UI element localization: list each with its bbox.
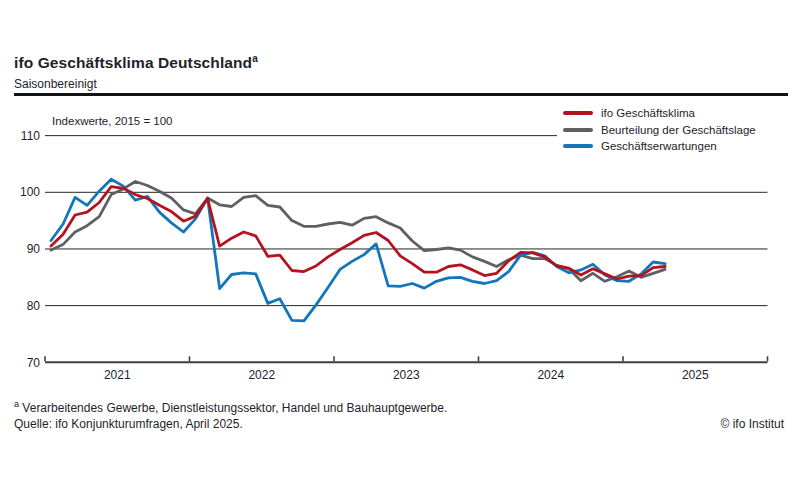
series-line-2 [51,179,665,321]
page-title: ifo Geschäftsklima Deutschlanda [14,53,258,72]
page-subtitle: Saisonbereinigt [14,77,97,91]
x-axis-label-2023: 2023 [393,368,420,382]
y-axis-label-70: 70 [27,356,41,370]
source-note: Quelle: ifo Konjunkturumfragen, April 20… [14,417,243,431]
line-chart-plot-area: 110 100 90 80 70 2021 2022 2023 2024 2025 [0,100,800,400]
footnote-superscript: a [14,399,19,409]
y-axis-label-90: 90 [27,242,41,256]
header-divider-rule [14,93,788,96]
y-axis-label-110: 110 [21,129,40,143]
copyright-note: © ifo Institut [720,417,784,431]
page-title-text: ifo Geschäftsklima Deutschland [14,54,252,71]
x-axis-label-2021: 2021 [104,368,131,382]
chart-footnote: a Verarbeitendes Gewerbe, Dienstleistung… [14,399,447,415]
x-axis-label-2025: 2025 [682,368,709,382]
footnote-text: Verarbeitendes Gewerbe, Dienstleistungss… [22,401,447,415]
y-axis-label-80: 80 [27,299,41,313]
x-axis-label-2024: 2024 [537,368,564,382]
x-axis-label-2022: 2022 [248,368,275,382]
series-line-0 [51,187,665,279]
y-axis-label-100: 100 [20,185,40,199]
ifo-business-climate-chart-page: { "header": { "title": "ifo Geschäftskli… [0,0,800,484]
page-title-superscript: a [252,53,258,64]
